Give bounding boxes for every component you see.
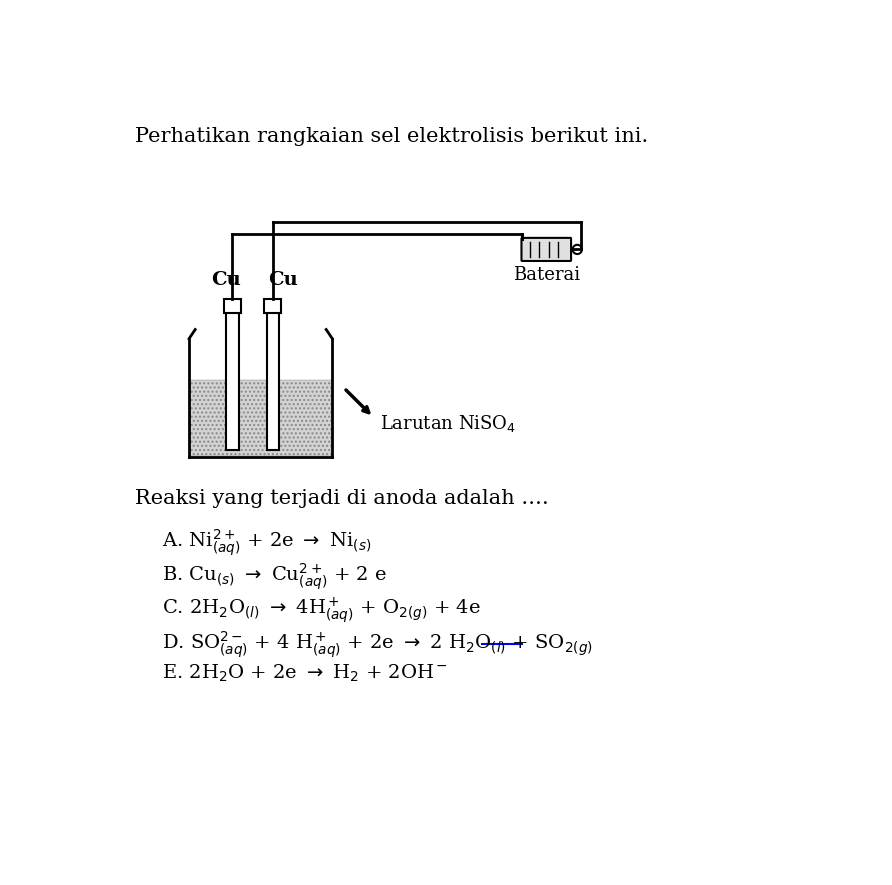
Text: B. Cu$_{(s)}$ $\rightarrow$ Cu$^{2+}_{(aq)}$ + 2 e: B. Cu$_{(s)}$ $\rightarrow$ Cu$^{2+}_{(a… — [161, 561, 387, 592]
Text: A. Ni$^{2+}_{(aq)}$ + 2e $\rightarrow$ Ni$_{(s)}$: A. Ni$^{2+}_{(aq)}$ + 2e $\rightarrow$ N… — [161, 527, 371, 558]
Text: D. SO$^{2-}_{(aq)}$ + 4 H$^+_{(aq)}$ + 2e $\rightarrow$ 2 H$_2$O$_{(l)}$ + SO$_{: D. SO$^{2-}_{(aq)}$ + 4 H$^+_{(aq)}$ + 2… — [161, 629, 593, 659]
Text: C. 2H$_2$O$_{(l)}$ $\rightarrow$ 4H$^+_{(aq)}$ + O$_{2(g)}$ + 4e: C. 2H$_2$O$_{(l)}$ $\rightarrow$ 4H$^+_{… — [161, 595, 481, 625]
Bar — [267, 304, 279, 450]
Bar — [264, 299, 281, 313]
Text: E. 2H$_2$O + 2e $\rightarrow$ H$_2$ + 2OH$^-$: E. 2H$_2$O + 2e $\rightarrow$ H$_2$ + 2O… — [161, 663, 448, 684]
Polygon shape — [190, 381, 332, 456]
Text: Reaksi yang terjadi di anoda adalah ….: Reaksi yang terjadi di anoda adalah …. — [135, 489, 549, 508]
FancyBboxPatch shape — [522, 238, 571, 261]
Bar — [224, 299, 241, 313]
Text: Cu: Cu — [268, 271, 298, 289]
Text: Larutan NiSO$_4$: Larutan NiSO$_4$ — [380, 413, 516, 435]
Text: Cu: Cu — [211, 271, 241, 289]
Text: Perhatikan rangkaian sel elektrolisis berikut ini.: Perhatikan rangkaian sel elektrolisis be… — [135, 127, 648, 146]
Bar — [227, 304, 238, 450]
Text: Baterai: Baterai — [513, 266, 580, 284]
